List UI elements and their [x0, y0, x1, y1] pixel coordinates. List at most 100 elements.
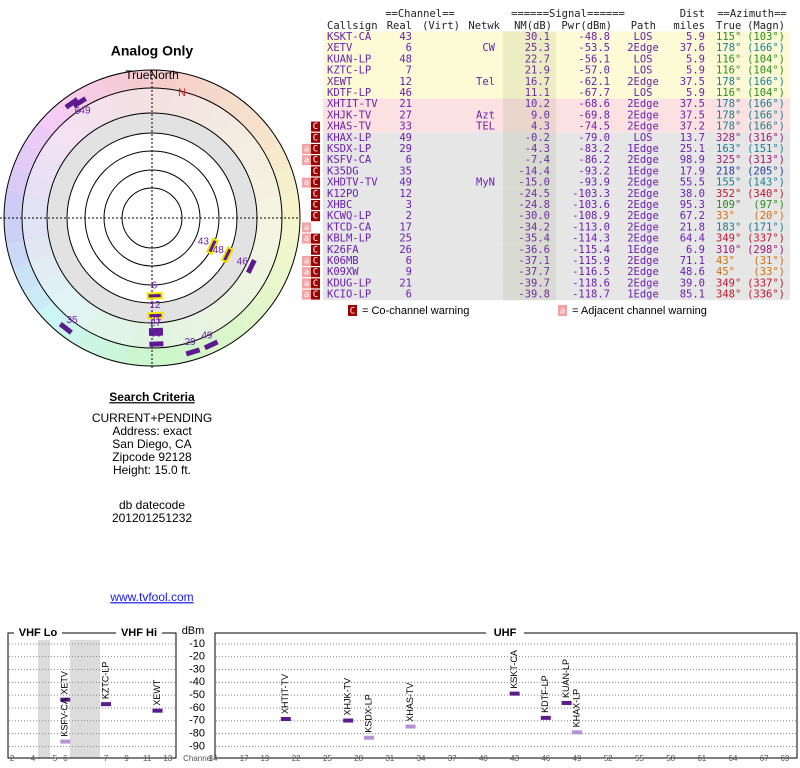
x-tick-label: 17	[240, 754, 249, 763]
warning-mark: C	[313, 189, 318, 199]
ring-segment	[39, 133, 73, 166]
table-cell: 116°	[716, 87, 741, 99]
y-tick-label: -60	[189, 702, 205, 714]
table-cell: XHTIT-TV	[327, 98, 378, 110]
table-row	[323, 109, 790, 121]
ring-segment	[23, 121, 54, 153]
table-cell: (166°)	[747, 109, 785, 121]
x-tick-label: 19	[261, 754, 270, 763]
warning-box	[302, 256, 311, 266]
ring-segment	[250, 173, 281, 201]
warning-box	[302, 278, 311, 289]
table-cell: 48	[399, 53, 412, 65]
column-header: Path	[631, 20, 656, 32]
station-label: XETV	[60, 671, 70, 695]
warning-box	[311, 166, 320, 177]
table-cell: KSDX-LP	[327, 143, 371, 155]
band-gap	[38, 640, 50, 758]
table-cell: 98.9	[680, 154, 705, 166]
table-row	[323, 255, 790, 267]
table-cell: -74.5	[578, 121, 610, 133]
ring-segment	[234, 301, 266, 333]
ring-segment	[12, 142, 40, 174]
table-cell: (97°)	[753, 199, 785, 211]
table-cell: K09XW	[327, 266, 359, 278]
table-cell: 178°	[716, 109, 741, 121]
table-cell: -93.2	[578, 165, 610, 177]
table-cell: 27	[399, 109, 412, 121]
table-cell: 1Edge	[627, 244, 659, 256]
station-bar	[540, 715, 551, 720]
table-cell: LOS	[634, 65, 653, 77]
table-cell: -116.5	[572, 266, 610, 278]
table-cell: -39.7	[518, 277, 550, 289]
station-label: KDTF-LP	[540, 675, 550, 713]
table-row	[323, 165, 790, 177]
ring-segment	[87, 95, 117, 128]
column-header: miles	[673, 20, 705, 32]
ring-segment	[6, 239, 30, 269]
table-cell: 6.9	[686, 244, 705, 256]
marker-label: 6	[75, 106, 81, 117]
table-cell: 2	[406, 210, 412, 222]
spectrum-chart: VHF Lo VHF Hi UHF dBm Channel -10-20-30-40-50…	[7, 625, 798, 763]
warning-mark: a	[304, 234, 309, 244]
x-tick-label: 6	[63, 754, 68, 763]
warning-mark: C	[313, 167, 318, 177]
table-cell: 2Edge	[627, 42, 659, 54]
table-cell: -24.8	[518, 199, 550, 211]
x-tick-label: 61	[697, 754, 706, 763]
table-cell: -34.2	[518, 221, 550, 233]
table-cell: 29	[399, 143, 412, 155]
warning-mark: C	[313, 268, 318, 278]
table-cell: -14.4	[518, 165, 550, 177]
table-cell: -103.3	[572, 188, 610, 200]
x-axis-label: Channel	[183, 754, 213, 763]
table-cell: -93.9	[578, 177, 610, 189]
table-cell: 22.7	[525, 53, 550, 65]
table-cell: 9	[406, 266, 412, 278]
db-value: 201201251232	[112, 511, 192, 525]
warning-box	[311, 177, 320, 188]
station-bar	[101, 702, 111, 707]
ring-segment	[187, 95, 218, 128]
table-cell: -30.0	[518, 210, 550, 222]
site-link[interactable]: www.tvfool.com	[109, 590, 193, 604]
table-cell: -53.5	[578, 42, 610, 54]
table-cell: 25.1	[680, 143, 705, 155]
table-cell: (151°)	[747, 143, 785, 155]
table-row	[323, 266, 790, 278]
label-bg	[14, 626, 62, 640]
table-row	[323, 87, 790, 99]
column-header: (Virt)	[422, 20, 460, 32]
table-row	[323, 154, 790, 166]
station-label: XHAS-TV	[405, 683, 415, 722]
warning-box	[311, 278, 320, 289]
table-cell: 2Edge	[627, 266, 659, 278]
table-cell: 163°	[716, 143, 741, 155]
warning-box	[311, 233, 320, 244]
table-cell: KDUG-LP	[327, 277, 371, 289]
ring-segment	[174, 72, 204, 97]
db-title: db datecode	[119, 498, 185, 512]
ring-segment	[264, 144, 292, 175]
ring-segment	[150, 346, 178, 366]
table-cell: KTCD-CA	[327, 221, 372, 233]
station-table: ==Channel== ======Signal====== Dist ==Azimu…	[302, 8, 790, 317]
table-cell: -35.4	[518, 233, 550, 245]
table-cell: 3	[406, 199, 412, 211]
ring-segment	[204, 105, 237, 139]
radar-title: Analog Only	[111, 43, 194, 59]
warning-mark: C	[313, 145, 318, 155]
table-cell: Azt	[476, 109, 495, 121]
x-tick-label: 49	[573, 754, 582, 763]
table-cell: LOS	[634, 132, 653, 144]
warning-box	[311, 121, 320, 132]
table-cell: 48.6	[680, 266, 705, 278]
marker-label: 46	[237, 257, 249, 268]
warning-box	[311, 144, 320, 154]
table-cell: -69.8	[578, 109, 610, 121]
table-cell: (316°)	[747, 132, 785, 144]
ring-segment	[280, 192, 300, 220]
